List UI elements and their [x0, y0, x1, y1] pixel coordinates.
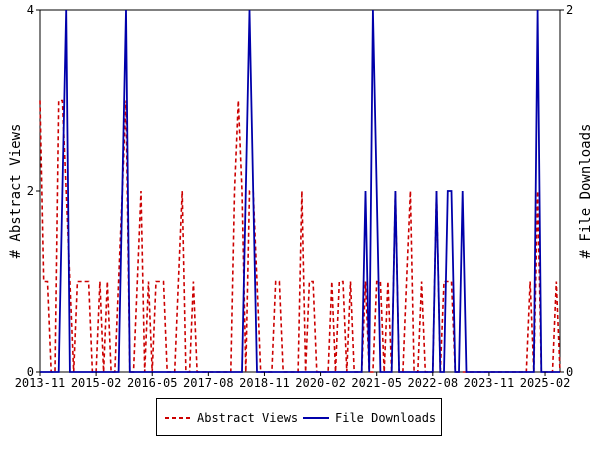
x-tick-label: 2023-11 — [464, 376, 515, 390]
legend-swatch-file-downloads — [303, 417, 329, 419]
y-left-tick-label: 0 — [27, 365, 34, 379]
x-tick-label: 2020-02 — [295, 376, 346, 390]
y-left-axis-title: # Abstract Views — [8, 124, 24, 259]
legend: Abstract Views File Downloads — [156, 398, 442, 436]
x-tick-label: 2025-02 — [520, 376, 571, 390]
x-tick-label: 2022-08 — [408, 376, 459, 390]
legend-label-file-downloads: File Downloads — [335, 411, 437, 425]
legend-swatch-abstract-views — [165, 417, 191, 419]
x-tick-label: 2021-05 — [351, 376, 402, 390]
x-tick-label: 2013-11 — [15, 376, 66, 390]
y-right-tick-label: 2 — [566, 3, 573, 17]
y-left-tick-label: 4 — [27, 3, 34, 17]
tick-layer: 0 2 4 0 2 2013-11 2015-02 2016-05 2017-08 2018-11… — [15, 3, 574, 390]
legend-item-abstract-views: Abstract Views — [165, 410, 298, 426]
legend-item-file-downloads: File Downloads — [303, 410, 436, 426]
y-left-tick-label: 2 — [27, 184, 34, 198]
y-right-axis-title: # File Downloads — [578, 124, 594, 259]
plot-area — [39, 9, 561, 373]
x-tick-label: 2015-02 — [71, 376, 122, 390]
y-right-tick-label: 0 — [566, 365, 573, 379]
x-tick-label: 2018-11 — [239, 376, 290, 390]
x-tick-label: 2017-08 — [183, 376, 234, 390]
series-layer — [39, 9, 561, 373]
series-line-file-downloads — [40, 9, 560, 373]
x-tick-label: 2016-05 — [127, 376, 178, 390]
legend-label-abstract-views: Abstract Views — [197, 411, 299, 425]
